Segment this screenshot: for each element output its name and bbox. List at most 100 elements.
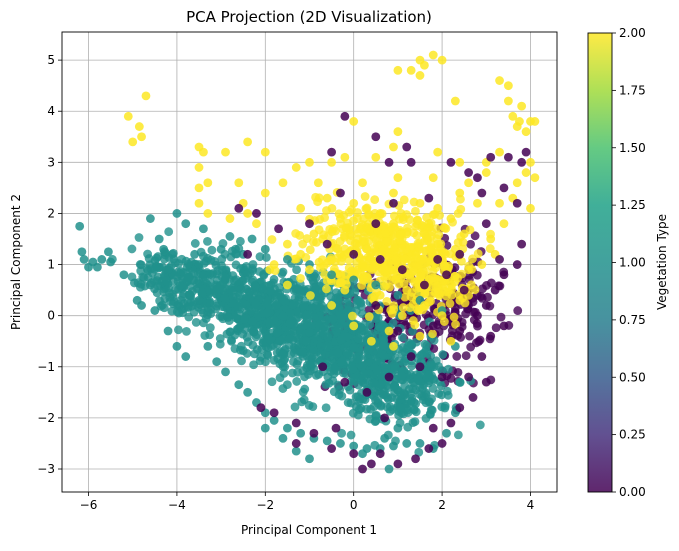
data-point	[172, 209, 182, 218]
x-tick-label: 2	[438, 498, 446, 512]
data-point	[420, 280, 429, 290]
data-point	[453, 430, 463, 440]
data-point	[443, 390, 453, 400]
data-point	[291, 163, 301, 172]
data-point	[263, 308, 272, 317]
y-tick-label: 3	[47, 155, 55, 169]
data-point	[481, 377, 491, 387]
data-point	[348, 364, 358, 374]
data-point	[445, 299, 455, 308]
data-point	[408, 299, 418, 309]
data-point	[362, 244, 372, 254]
y-tick-label: 0	[47, 309, 55, 323]
data-point	[428, 321, 438, 331]
data-point	[400, 254, 410, 264]
data-point	[329, 387, 339, 397]
data-point	[389, 188, 398, 198]
data-point	[283, 423, 292, 433]
data-point	[288, 300, 298, 310]
data-point	[258, 283, 268, 293]
data-point	[173, 325, 183, 335]
data-point	[231, 313, 241, 323]
data-point	[256, 403, 266, 413]
data-point	[452, 352, 462, 361]
colorbar-tick-label: 2.00	[619, 26, 646, 40]
data-point	[261, 253, 271, 262]
data-point	[343, 398, 353, 407]
data-point	[310, 313, 319, 322]
data-point	[376, 401, 386, 411]
data-point	[358, 178, 367, 188]
data-point	[384, 372, 394, 382]
data-point	[137, 132, 146, 142]
data-point	[199, 224, 208, 234]
data-point	[422, 341, 432, 350]
data-point	[455, 157, 465, 167]
data-point	[308, 359, 318, 369]
data-point	[267, 377, 277, 387]
colorbar-tick-label: 1.50	[619, 141, 646, 155]
data-point	[383, 237, 393, 247]
data-point	[449, 312, 459, 322]
data-point	[455, 188, 465, 198]
data-point	[252, 209, 261, 218]
data-point	[337, 357, 347, 367]
data-point	[252, 345, 262, 354]
data-point	[422, 348, 432, 358]
data-point	[305, 245, 315, 255]
data-point	[456, 204, 466, 214]
data-point	[424, 444, 434, 453]
data-point	[412, 231, 422, 240]
data-point	[395, 388, 405, 397]
data-point	[386, 225, 396, 235]
data-point	[411, 206, 420, 216]
data-point	[429, 335, 439, 345]
data-point	[428, 173, 438, 183]
data-point	[459, 229, 469, 239]
data-point	[346, 266, 356, 276]
data-point	[283, 280, 292, 290]
data-point	[393, 290, 403, 300]
data-point	[134, 233, 144, 242]
data-point	[322, 342, 332, 352]
data-point	[450, 96, 460, 106]
data-point	[477, 352, 487, 361]
data-point	[337, 278, 346, 287]
data-point	[97, 255, 107, 264]
data-point	[248, 316, 257, 326]
data-point	[455, 403, 465, 413]
data-point	[183, 259, 193, 269]
data-point	[235, 345, 245, 355]
data-point	[265, 335, 275, 345]
data-point	[352, 354, 362, 364]
data-point	[305, 327, 314, 337]
data-point	[389, 255, 399, 265]
data-point	[267, 235, 277, 244]
data-point	[237, 356, 246, 366]
data-point	[424, 193, 434, 203]
data-point	[313, 178, 323, 188]
data-point	[384, 157, 394, 167]
data-point	[490, 285, 500, 295]
data-point	[127, 244, 137, 254]
data-point	[106, 257, 116, 267]
data-point	[316, 263, 325, 272]
data-point	[499, 219, 509, 229]
data-point	[277, 269, 287, 279]
data-point	[390, 381, 400, 391]
data-point	[475, 420, 485, 430]
y-tick-label: 5	[47, 53, 55, 67]
data-point	[428, 50, 438, 60]
data-point	[482, 281, 491, 290]
data-point	[260, 188, 270, 198]
data-point	[79, 255, 89, 264]
y-axis-label: Principal Component 2	[9, 194, 23, 330]
data-point	[296, 203, 306, 213]
data-point	[390, 362, 400, 372]
data-point	[371, 301, 381, 310]
data-point	[371, 132, 381, 142]
data-point	[285, 318, 295, 328]
data-point	[384, 326, 394, 336]
data-point	[472, 319, 482, 328]
data-point	[360, 369, 370, 379]
